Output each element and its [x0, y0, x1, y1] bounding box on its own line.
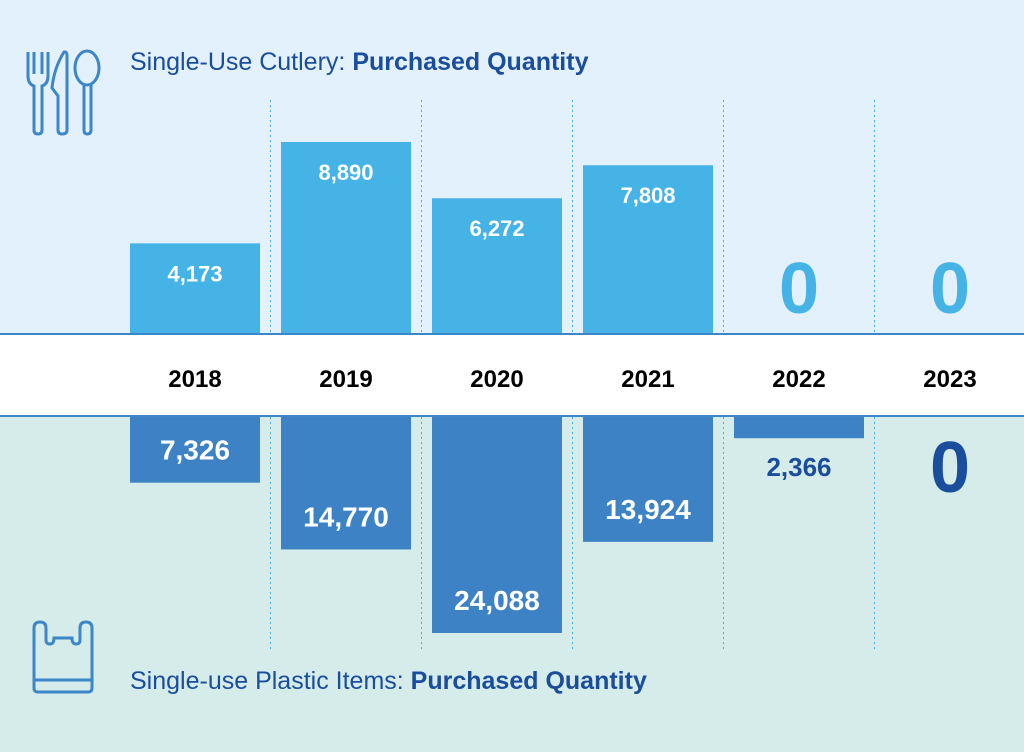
plastic-value-label: 0 [930, 428, 970, 508]
plastic-value-label: 13,924 [605, 494, 691, 525]
year-tick-label: 2019 [319, 366, 372, 393]
cutlery-chart-title: Single-Use Cutlery: Purchased Quantity [130, 48, 588, 77]
cutlery-value-label: 4,173 [167, 261, 222, 286]
year-tick-label: 2022 [772, 366, 825, 393]
plastic-bar [432, 417, 562, 633]
cutlery-value-label: 8,890 [318, 160, 373, 185]
plastic-bar [583, 417, 713, 542]
plastic-value-label: 24,088 [454, 585, 540, 616]
title-prefix: Single-use Plastic Items: [130, 667, 411, 695]
cutlery-value-label: 6,272 [469, 216, 524, 241]
plastic-value-label: 2,366 [766, 452, 831, 482]
plastic-bar [734, 417, 864, 439]
cutlery-value-label: 7,808 [620, 183, 675, 208]
cutlery-bar [583, 165, 713, 333]
year-tick-label: 2023 [923, 366, 976, 393]
plastic-bag-icon [32, 620, 94, 694]
cutlery-bar [281, 142, 411, 333]
cutlery-bar [130, 243, 260, 333]
plastic-value-label: 7,326 [160, 435, 230, 466]
cutlery-bar [432, 198, 562, 333]
plastic-chart-title: Single-use Plastic Items: Purchased Quan… [130, 667, 647, 696]
plastic-value-label: 14,770 [303, 501, 389, 532]
year-tick-label: 2018 [168, 366, 221, 393]
year-tick-label: 2020 [470, 366, 523, 393]
title-prefix: Single-Use Cutlery: [130, 48, 353, 76]
title-bold: Purchased Quantity [352, 48, 589, 76]
plastic-bar [130, 417, 260, 483]
year-axis-band [0, 333, 1024, 417]
cutlery-icon [26, 49, 101, 136]
title-bold: Purchased Quantity [410, 667, 647, 695]
cutlery-value-label: 0 [930, 249, 970, 329]
cutlery-value-label: 0 [779, 249, 819, 329]
year-tick-label: 2021 [621, 366, 674, 393]
plastic-bar [281, 417, 411, 550]
